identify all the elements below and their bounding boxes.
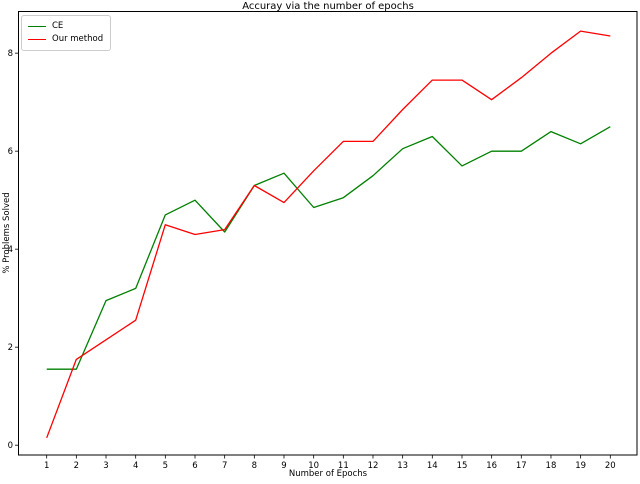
x-tick-label: 18 <box>546 461 557 471</box>
x-tick-label: 13 <box>397 461 408 471</box>
legend-item-ce: CE <box>28 20 103 33</box>
x-tick-label: 10 <box>308 461 319 471</box>
x-tick-label: 2 <box>74 461 79 471</box>
x-tick-label: 17 <box>516 461 527 471</box>
x-tick-label: 3 <box>103 461 108 471</box>
y-tick-label: 4 <box>8 245 13 255</box>
x-tick-label: 15 <box>457 461 468 471</box>
y-tick-label: 8 <box>8 49 13 59</box>
legend-label-our-method: Our method <box>52 34 104 44</box>
x-tick-label: 14 <box>427 461 438 471</box>
our-method-line-swatch-icon <box>28 39 46 40</box>
legend-item-our-method: Our method <box>28 33 103 46</box>
x-tick-label: 20 <box>605 461 616 471</box>
x-tick-label: 11 <box>338 461 349 471</box>
legend: CE Our method <box>21 15 112 51</box>
ce-line-swatch-icon <box>28 26 46 27</box>
x-tick-label: 8 <box>252 461 257 471</box>
y-tick-label: 2 <box>8 343 13 353</box>
x-tick-label: 4 <box>133 461 138 471</box>
chart-title: Accuray via the number of epochs <box>242 1 414 12</box>
x-tick-label: 7 <box>222 461 227 471</box>
x-tick-label: 9 <box>281 461 286 471</box>
y-tick-label: 0 <box>8 441 13 451</box>
series-line-ce <box>46 126 611 370</box>
x-tick-label: 19 <box>575 461 586 471</box>
y-axis-label: % Problems Solved <box>2 192 12 274</box>
x-tick-label: 1 <box>44 461 49 471</box>
plot-border <box>18 11 638 456</box>
x-tick-label: 5 <box>163 461 168 471</box>
y-tick-label: 6 <box>8 147 13 157</box>
x-tick-label: 12 <box>368 461 379 471</box>
legend-label-ce: CE <box>52 21 64 31</box>
x-tick-label: 6 <box>192 461 197 471</box>
x-tick-label: 16 <box>486 461 497 471</box>
x-axis-label: Number of Epochs <box>288 469 368 479</box>
series-line-our-method <box>46 30 611 439</box>
